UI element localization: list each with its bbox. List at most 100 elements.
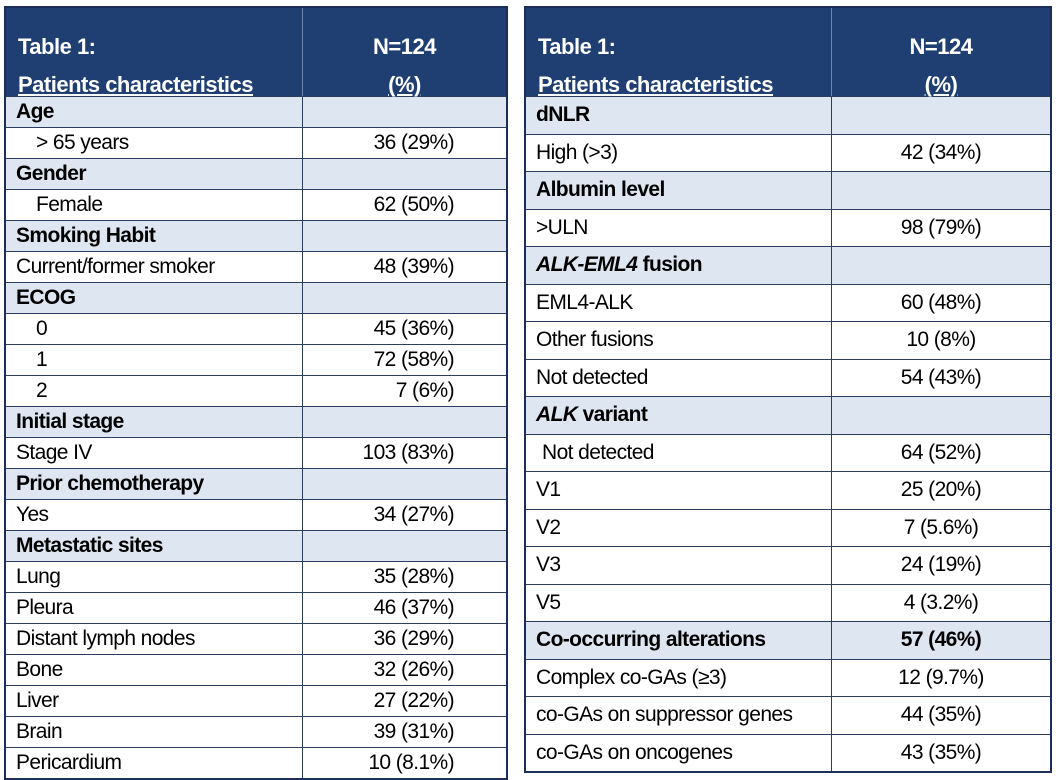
table-row: Other fusions 10 (8%) bbox=[526, 321, 1050, 359]
table-row: V5 4 (3.2%) bbox=[526, 583, 1050, 621]
row-label: dNLR bbox=[526, 97, 832, 134]
row-value: 42 (34%) bbox=[900, 140, 982, 164]
row-label-rest: fusion bbox=[637, 253, 703, 277]
row-label: > 65 years bbox=[6, 128, 303, 158]
row-label: Yes bbox=[6, 500, 303, 530]
row-label: Stage IV bbox=[6, 438, 303, 468]
row-value bbox=[303, 97, 506, 127]
table-subtitle: Patients characteristics bbox=[18, 72, 254, 97]
row-value bbox=[303, 531, 506, 561]
section-row: dNLR bbox=[526, 96, 1050, 134]
row-label: Female bbox=[6, 190, 303, 220]
row-value: 35 (28%) bbox=[373, 565, 455, 588]
table-row: 0 45 (36%) bbox=[6, 313, 506, 344]
row-label: co-GAs on oncogenes bbox=[526, 734, 832, 771]
table-row: Not detected 54 (43%) bbox=[526, 358, 1050, 396]
row-value: 98 (79%) bbox=[900, 215, 982, 239]
table-row: Complex co-GAs (≥3) 12 (9.7%) bbox=[526, 658, 1050, 696]
section-row: Prior chemotherapy bbox=[6, 468, 506, 499]
table-row: >ULN 98 (79%) bbox=[526, 208, 1050, 246]
table-title: Table 1: bbox=[538, 34, 616, 59]
table-row: Liver 27 (22%) bbox=[6, 685, 506, 716]
row-label: Pleura bbox=[6, 593, 303, 623]
row-value: 72 (58%) bbox=[373, 348, 455, 371]
row-value bbox=[832, 172, 1050, 209]
row-label-italic: ALK-EML4 bbox=[536, 253, 638, 277]
header-n: N=124 bbox=[909, 34, 973, 59]
section-row: ALK variant bbox=[526, 396, 1050, 434]
table-row: Yes 34 (27%) bbox=[6, 499, 506, 530]
row-label: Gender bbox=[6, 159, 303, 189]
header-label-cell: Table 1: Patients characteristics bbox=[526, 8, 832, 97]
row-value: 36 (29%) bbox=[373, 627, 455, 650]
row-label: EML4-ALK bbox=[526, 284, 832, 321]
row-label: 2 bbox=[6, 376, 303, 406]
row-label: Not detected bbox=[526, 434, 832, 471]
section-row: Albumin level bbox=[526, 171, 1050, 209]
table-row: 2 7 (6%) bbox=[6, 375, 506, 406]
row-value: 45 (36%) bbox=[373, 317, 455, 340]
row-label: >ULN bbox=[526, 209, 832, 246]
row-value bbox=[303, 283, 506, 313]
table-row: Distant lymph nodes 36 (29%) bbox=[6, 623, 506, 654]
header-percent: (%) bbox=[388, 72, 421, 97]
row-value: 7 (6%) bbox=[395, 379, 455, 402]
row-label-rest: variant bbox=[577, 403, 648, 427]
table-row: Stage IV 103 (83%) bbox=[6, 437, 506, 468]
row-label: Prior chemotherapy bbox=[6, 469, 303, 499]
header-percent: (%) bbox=[924, 72, 958, 97]
table-row: Pleura 46 (37%) bbox=[6, 592, 506, 623]
row-label: Liver bbox=[6, 686, 303, 716]
row-value: 4 (3.2%) bbox=[903, 590, 979, 614]
table-header: Table 1: Patients characteristics N=124 … bbox=[6, 8, 506, 97]
table-body: dNLR High (>3) 42 (34%) Albumin level >ULN 98… bbox=[526, 96, 1050, 771]
row-label: Lung bbox=[6, 562, 303, 592]
row-value bbox=[832, 97, 1050, 134]
table-row: Not detected 64 (52%) bbox=[526, 433, 1050, 471]
row-label: High (>3) bbox=[526, 134, 832, 171]
row-value: 62 (50%) bbox=[373, 193, 455, 216]
row-value: 24 (19%) bbox=[900, 553, 982, 577]
row-label: Initial stage bbox=[6, 407, 303, 437]
row-label: V1 bbox=[526, 472, 832, 509]
table-row: V3 24 (19%) bbox=[526, 546, 1050, 584]
row-label: co-GAs on suppressor genes bbox=[526, 697, 832, 734]
table-row: Brain 39 (31%) bbox=[6, 716, 506, 747]
row-value bbox=[832, 397, 1050, 434]
table-header: Table 1: Patients characteristics N=124 … bbox=[526, 8, 1050, 97]
row-label: ECOG bbox=[6, 283, 303, 313]
section-row: Smoking Habit bbox=[6, 220, 506, 251]
row-value: 12 (9.7%) bbox=[898, 665, 984, 689]
row-value: 25 (20%) bbox=[900, 478, 982, 502]
section-row: Age bbox=[6, 96, 506, 127]
row-value: 10 (8.1%) bbox=[368, 751, 454, 774]
row-value: 48 (39%) bbox=[373, 255, 455, 278]
section-row: Initial stage bbox=[6, 406, 506, 437]
row-value bbox=[303, 469, 506, 499]
table-row: > 65 years 36 (29%) bbox=[6, 127, 506, 158]
row-value: 32 (26%) bbox=[373, 658, 455, 681]
table-row: V1 25 (20%) bbox=[526, 471, 1050, 509]
row-value bbox=[832, 247, 1050, 284]
row-value: 43 (35%) bbox=[900, 740, 982, 764]
table-row: 1 72 (58%) bbox=[6, 344, 506, 375]
row-value: 54 (43%) bbox=[900, 365, 982, 389]
table-row: Current/former smoker 48 (39%) bbox=[6, 251, 506, 282]
row-value: 57 (46%) bbox=[900, 628, 982, 652]
row-label: 1 bbox=[6, 345, 303, 375]
row-value: 60 (48%) bbox=[900, 290, 982, 314]
table-row: EML4-ALK 60 (48%) bbox=[526, 283, 1050, 321]
row-label: Other fusions bbox=[526, 322, 832, 359]
row-label: Pericardium bbox=[6, 748, 303, 778]
table-left: Table 1: Patients characteristics N=124 … bbox=[4, 6, 508, 780]
row-label: Current/former smoker bbox=[6, 252, 303, 282]
table-row: Female 62 (50%) bbox=[6, 189, 506, 220]
table-row: co-GAs on oncogenes 43 (35%) bbox=[526, 733, 1050, 771]
table-row: High (>3) 42 (34%) bbox=[526, 133, 1050, 171]
row-value: 39 (31%) bbox=[373, 720, 455, 743]
row-label: Albumin level bbox=[526, 172, 832, 209]
section-row: ALK-EML4 fusion bbox=[526, 246, 1050, 284]
section-row: Metastatic sites bbox=[6, 530, 506, 561]
section-row: ECOG bbox=[6, 282, 506, 313]
header-n: N=124 bbox=[373, 34, 436, 59]
